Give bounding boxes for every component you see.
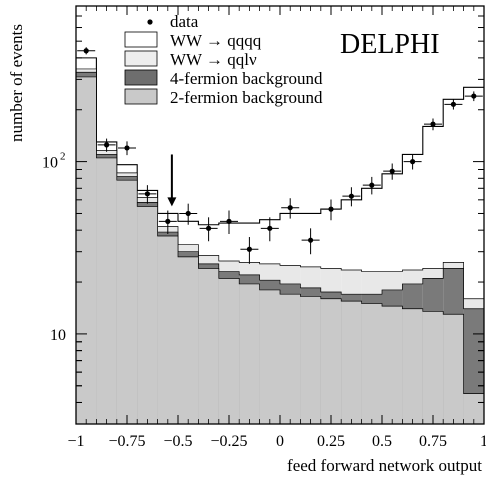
two_fermion-bar-3 [137, 206, 158, 424]
two_fermion-bar-7 [218, 278, 240, 424]
x-tick-label-0: −1 [67, 433, 84, 450]
y-tick-label-1: 10 [42, 155, 58, 172]
x-tick-label-3: −0.25 [210, 433, 247, 450]
legend-data-marker [147, 19, 153, 25]
x-tick-label-7: 0.75 [419, 433, 447, 450]
legend-label-four_fermion: 4-fermion background [170, 69, 323, 88]
data-point-5 [185, 210, 191, 217]
data-point-19 [471, 93, 477, 99]
two_fermion-bar-19 [463, 393, 484, 424]
two_fermion-bar-9 [259, 289, 280, 424]
data-point-3 [144, 191, 150, 197]
data-point-9 [267, 225, 273, 231]
data-point-13 [348, 193, 354, 199]
data-points [77, 47, 483, 264]
two_fermion-step-outline [76, 76, 484, 395]
two_fermion-bar-1 [96, 157, 117, 424]
ww_qqlv-step-outline [76, 68, 484, 300]
two_fermion-bar-15 [382, 306, 403, 424]
four_fermion-step-outline [76, 71, 484, 310]
two_fermion-bar-11 [300, 296, 321, 424]
two_fermion-bar-6 [198, 268, 219, 424]
data-point-17 [430, 121, 436, 127]
two_fermion-bar-13 [341, 301, 362, 424]
legend-swatch-ww_qqlv [124, 50, 158, 67]
two_fermion-bar-8 [239, 283, 260, 424]
y-tick-exponent-1: 2 [60, 151, 66, 163]
data-point-8 [246, 246, 252, 252]
two_fermion-bar-12 [320, 298, 342, 424]
data-point-10 [287, 205, 293, 211]
data-point-4 [165, 218, 171, 224]
legend-label-data: data [170, 12, 199, 31]
x-tick-label-6: 0.5 [372, 433, 392, 450]
legend-label-ww_qqqq: WW → qqqq [170, 31, 262, 50]
data-point-0 [83, 48, 89, 54]
two_fermion-bar-14 [361, 303, 382, 424]
experiment-label: DELPHI [340, 29, 440, 60]
two_fermion-bar-17 [422, 311, 444, 424]
two_fermion-bar-10 [280, 294, 301, 424]
legend-swatch-ww_qqqq [124, 31, 158, 48]
legend-swatch-four_fermion [124, 69, 158, 86]
data-point-7 [226, 218, 232, 224]
histogram-bars [76, 57, 484, 425]
cut-arrow [167, 154, 177, 207]
y-axis-label: number of events [7, 24, 26, 142]
data-point-15 [389, 168, 395, 174]
data-point-18 [450, 101, 456, 107]
data-point-6 [206, 225, 212, 231]
legend-label-ww_qqlv: WW → qqlν [170, 50, 257, 69]
data-point-16 [410, 159, 416, 165]
x-tick-label-4: 0 [276, 433, 284, 450]
two_fermion-bar-4 [157, 236, 178, 424]
x-tick-label-1: −0.75 [108, 433, 145, 450]
two_fermion-bar-0 [76, 76, 97, 424]
data-point-1 [104, 142, 110, 148]
data-point-12 [328, 206, 334, 212]
arrow-head [167, 197, 177, 207]
two_fermion-bar-18 [443, 314, 464, 424]
x-tick-label-8: 1 [480, 433, 486, 450]
data-point-2 [124, 145, 130, 151]
two_fermion-bar-16 [402, 308, 423, 424]
two_fermion-bar-2 [116, 180, 138, 424]
two_fermion-bar-5 [178, 256, 199, 424]
data-point-14 [369, 182, 375, 188]
data-point-11 [308, 237, 314, 243]
x-tick-label-5: 0.25 [317, 433, 345, 450]
x-axis-label: feed forward network output [287, 456, 482, 475]
x-tick-label-2: −0.5 [163, 433, 192, 450]
ww_qqqq-step-outline [76, 57, 484, 226]
legend-label-two_fermion: 2-fermion background [170, 88, 323, 107]
y-tick-label-0: 10 [50, 327, 66, 344]
legend-swatch-two_fermion [124, 88, 158, 105]
